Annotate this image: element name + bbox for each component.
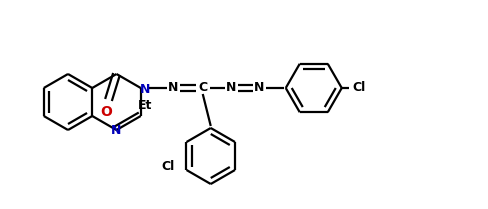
Text: Et: Et bbox=[137, 99, 152, 112]
Text: N: N bbox=[139, 84, 150, 97]
Text: C: C bbox=[198, 82, 207, 94]
Text: N: N bbox=[225, 82, 235, 94]
Text: N: N bbox=[253, 82, 264, 94]
Text: O: O bbox=[101, 105, 112, 119]
Text: Cl: Cl bbox=[162, 159, 175, 172]
Text: N: N bbox=[111, 124, 122, 136]
Text: N: N bbox=[167, 82, 178, 94]
Text: Cl: Cl bbox=[351, 82, 365, 94]
